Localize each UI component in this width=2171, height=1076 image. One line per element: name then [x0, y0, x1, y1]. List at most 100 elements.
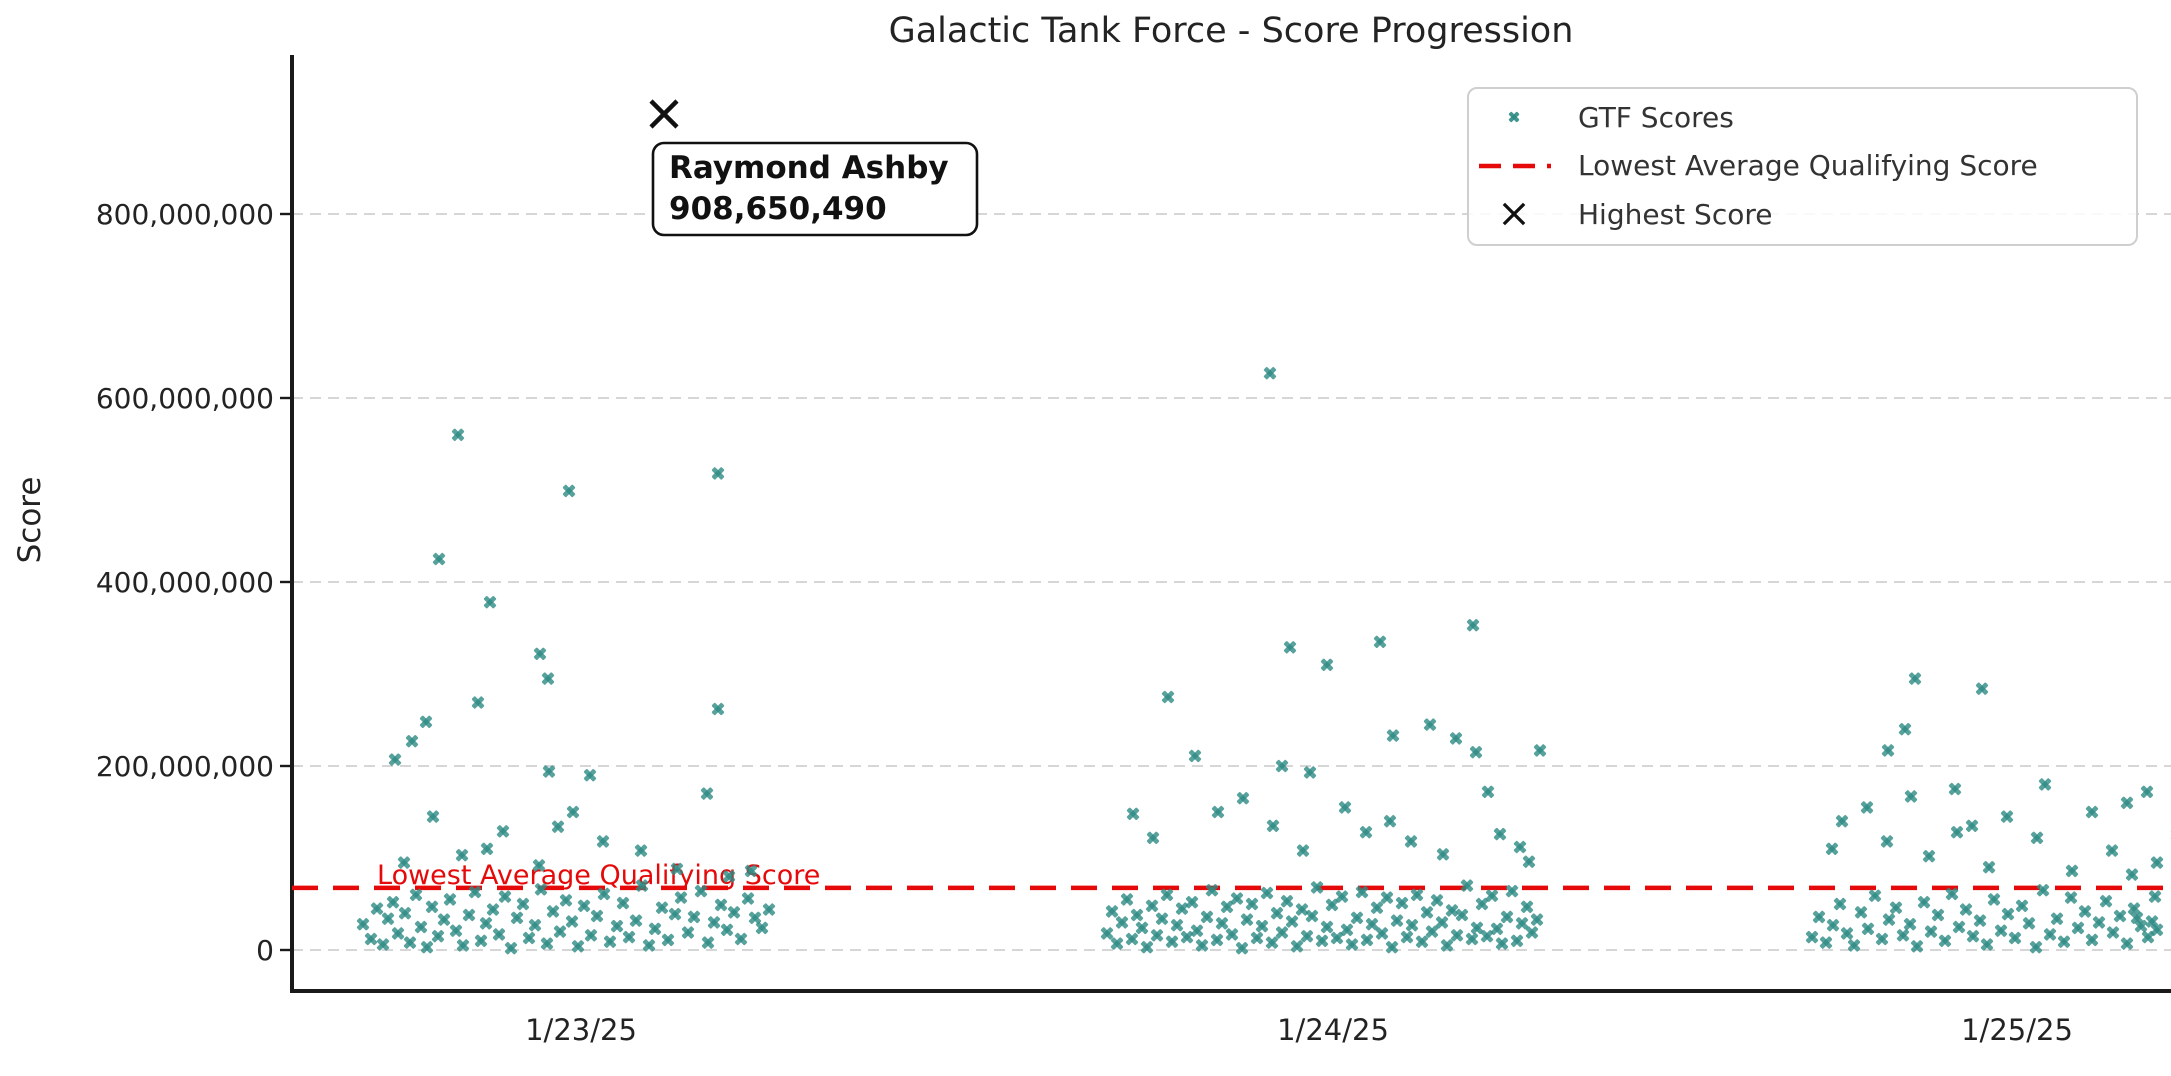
gtf-score-point [1868, 889, 1882, 903]
gtf-score-point [528, 918, 542, 932]
gtf-score-point [1950, 825, 1964, 839]
gtf-score-point [1395, 896, 1409, 910]
gtf-score-point [2148, 889, 2162, 904]
gtf-score-point [1295, 902, 1309, 917]
gtf-score-point [426, 809, 440, 824]
gtf-score-point [1280, 894, 1294, 908]
gtf-score-point [2113, 909, 2127, 923]
gtf-score-point [1520, 900, 1534, 914]
gtf-score-point [1125, 932, 1139, 946]
gtf-score-point [1373, 635, 1387, 649]
gtf-score-point [642, 938, 656, 953]
annotation-player-name: Raymond Ashby [669, 150, 949, 186]
gtf-score-point [391, 926, 405, 941]
gtf-score-point [616, 896, 630, 910]
x-tick-label-1-25-25: 1/25/25 [1961, 1013, 2073, 1047]
gtf-score-point [2120, 796, 2134, 810]
gtf-score-point [1383, 814, 1397, 828]
gtf-score-point [1449, 731, 1463, 746]
gtf-score-point [504, 941, 518, 955]
gtf-score-point [2029, 940, 2043, 954]
gtf-score-point [1386, 728, 1400, 743]
gtf-score-point [1959, 902, 1973, 917]
gtf-score-point [483, 595, 497, 609]
gtf-score-point [1315, 934, 1329, 948]
gtf-score-point [451, 428, 465, 442]
gtf-score-point [634, 843, 648, 858]
gtf-score-point [701, 935, 715, 950]
gtf-score-point [629, 913, 643, 928]
gtf-score-point [1236, 791, 1250, 805]
gtf-score-point [1303, 765, 1317, 780]
gtf-score-point [376, 937, 390, 952]
gtf-score-point [1415, 935, 1429, 949]
gtf-score-point [1975, 682, 1989, 696]
gtf-score-point [522, 931, 536, 945]
gtf-score-point [381, 912, 395, 926]
gtf-score-point [674, 890, 688, 905]
gtf-score-point [1469, 745, 1483, 759]
gtf-score-point [1305, 909, 1319, 923]
gtf-score-point [1445, 903, 1459, 918]
gtf-score-point [2071, 921, 2085, 935]
gtf-score-point [1931, 908, 1945, 922]
gtf-score-point [1385, 940, 1399, 954]
gtf-score-point [1190, 924, 1204, 938]
gtf-score-point [516, 897, 530, 911]
gtf-score-point [1495, 936, 1509, 951]
gtf-score-point [1290, 939, 1304, 953]
gtf-score-point [1435, 915, 1449, 930]
gtf-score-point [1987, 892, 2001, 907]
gtf-score-point [1140, 940, 1154, 954]
y-tick-label: 0 [256, 934, 274, 967]
gtf-score-point [1982, 860, 1996, 874]
gtf-score-point [420, 940, 434, 954]
gtf-score-point [1825, 842, 1839, 856]
gtf-score-point [1450, 928, 1464, 942]
x-tick-label-1-23-25: 1/23/25 [525, 1013, 637, 1047]
gtf-score-point [1898, 722, 1912, 736]
gtf-score-point [681, 925, 695, 940]
gtf-score-point [1966, 929, 1980, 943]
gtf-score-point [1210, 933, 1224, 947]
gtf-score-point [1847, 938, 1861, 953]
x-axis-ticks: 1/23/25 1/24/25 1/25/25 [525, 1013, 2073, 1047]
gtf-score-point [1505, 884, 1519, 898]
gtf-score-point [755, 921, 769, 935]
gtf-score-point [546, 904, 560, 919]
gtf-score-point [566, 805, 580, 819]
gtf-score-point [741, 891, 755, 906]
gtf-score-point [2022, 916, 2036, 930]
gtf-score-point [700, 786, 714, 801]
gtf-score-point [405, 734, 419, 748]
gtf-score-point [1170, 918, 1184, 932]
gtf-score-point [1215, 916, 1229, 930]
gtf-score-point [1404, 834, 1418, 849]
gtf-score-point [2038, 777, 2052, 792]
gtf-score-point [1910, 939, 1924, 953]
gtf-score-point [711, 466, 725, 481]
gtf-score-point [356, 917, 370, 931]
gtf-score-point [1205, 883, 1219, 897]
gtf-score-point [1904, 789, 1918, 804]
gtf-score-point [571, 939, 585, 953]
gtf-score-point [655, 901, 669, 915]
x-tick-label-1-24-25: 1/24/25 [1277, 1013, 1389, 1047]
legend-frame [1467, 87, 2138, 246]
gtf-score-point [762, 902, 776, 917]
gtf-score-point [1390, 913, 1404, 928]
gtf-score-point [1465, 932, 1479, 946]
gtf-score-point [1973, 913, 1987, 928]
gtf-score-point [1188, 749, 1202, 763]
gtf-score-point [1211, 805, 1225, 819]
gtf-score-point [1880, 834, 1894, 849]
gtf-score-point [2106, 925, 2120, 940]
gtf-score-point [1525, 925, 1539, 940]
gtf-score-point [2120, 936, 2134, 951]
gtf-score-point [553, 924, 567, 939]
gtf-score-point [1420, 905, 1434, 919]
gtf-score-point [1938, 934, 1952, 948]
gtf-score-point [687, 910, 701, 924]
gtf-score-point [1500, 910, 1514, 924]
gtf-score-point [1948, 782, 1962, 796]
